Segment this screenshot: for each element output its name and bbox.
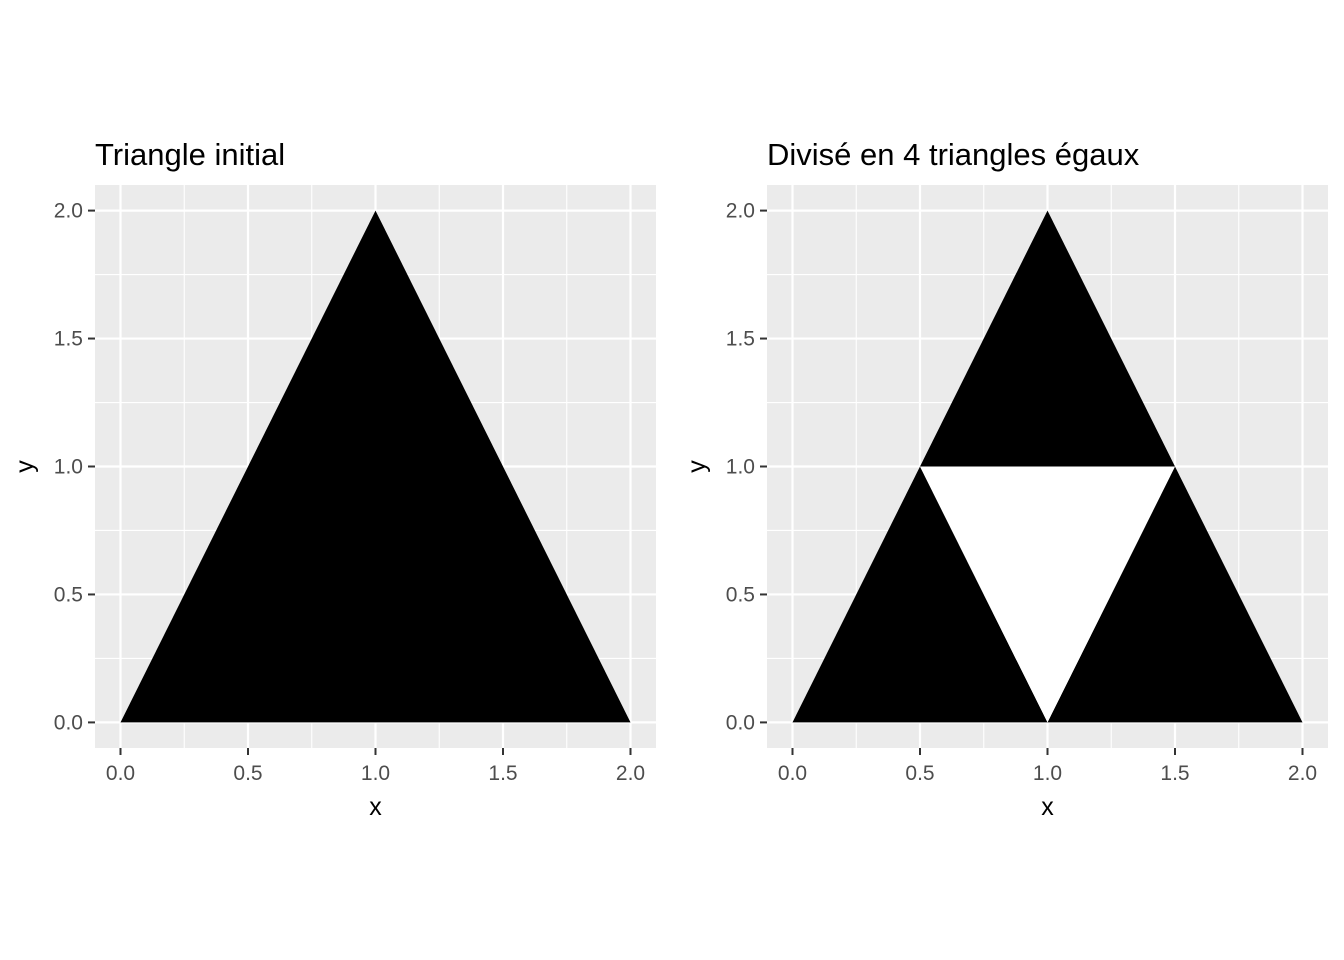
x-axis-title: x [369, 793, 382, 821]
y-tick-label: 0.5 [726, 583, 755, 606]
y-tick-label: 2.0 [54, 200, 83, 223]
triangle-4 [920, 466, 1175, 723]
triangle-2 [1047, 466, 1303, 723]
x-tick-label: 1.0 [1033, 762, 1062, 785]
y-tick-label: 0.0 [726, 711, 755, 734]
x-axis-title: x [1041, 793, 1054, 821]
triangle-3 [920, 210, 1175, 467]
y-tick-label: 1.5 [726, 328, 755, 351]
chart-title: Divisé en 4 triangles égaux [767, 137, 1140, 172]
y-tick-label: 1.5 [54, 328, 83, 351]
chart-title: Triangle initial [95, 137, 285, 172]
y-tick-label: 0.0 [54, 711, 83, 734]
y-tick-label: 1.0 [726, 456, 755, 479]
triangle-1 [120, 210, 631, 723]
x-tick-label: 2.0 [1288, 762, 1317, 785]
x-tick-label: 0.5 [233, 762, 262, 785]
y-tick-label: 0.5 [54, 583, 83, 606]
y-axis-title: y [683, 460, 711, 473]
x-tick-label: 2.0 [616, 762, 645, 785]
triangle-1 [792, 466, 1048, 723]
x-tick-label: 0.0 [778, 762, 807, 785]
panel-2: 0.0 0.5 1.0 1.5 2.0 0.0 0.5 1.0 1.5 2.0 x y Divisé e… [683, 137, 1328, 821]
x-tick-label: 0.0 [106, 762, 135, 785]
panel-1: 0.0 0.5 1.0 1.5 2.0 0.0 0.5 1.0 1.5 2.0 x y Triangle… [11, 137, 656, 821]
x-tick-label: 1.0 [361, 762, 390, 785]
y-tick-label: 2.0 [726, 200, 755, 223]
x-tick-label: 1.5 [488, 762, 517, 785]
y-tick-label: 1.0 [54, 456, 83, 479]
x-tick-label: 1.5 [1160, 762, 1189, 785]
x-tick-label: 0.5 [905, 762, 934, 785]
y-axis-title: y [11, 460, 39, 473]
